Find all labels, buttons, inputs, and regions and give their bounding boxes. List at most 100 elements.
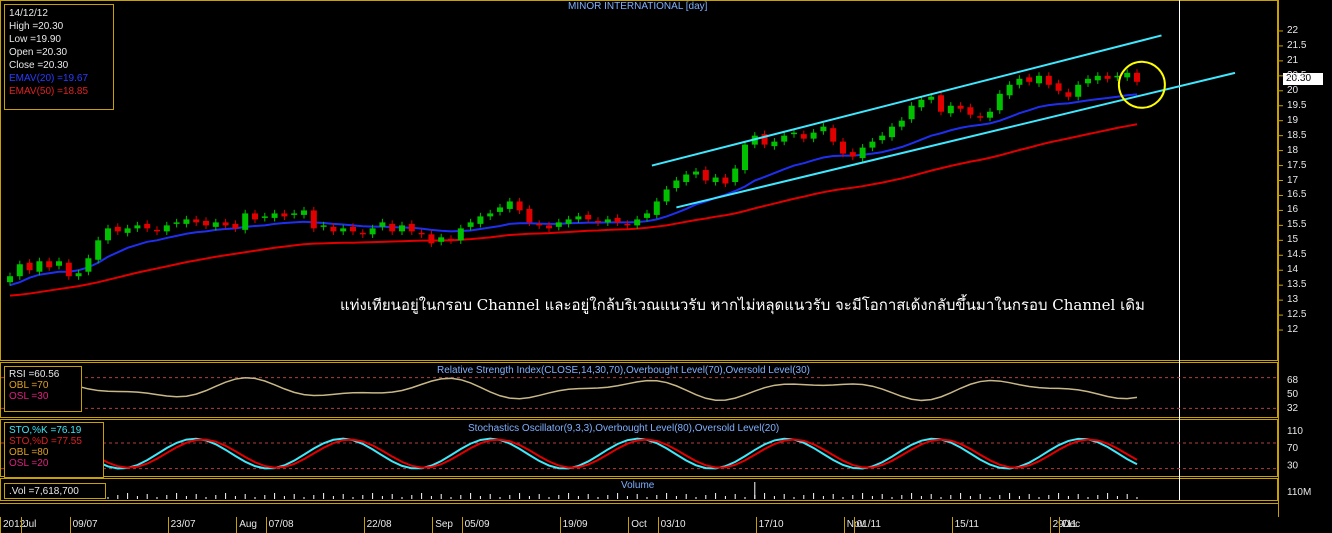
candle-body [604, 219, 611, 223]
candle-body [673, 180, 680, 188]
rsi-tick-label: 50 [1287, 389, 1299, 400]
rsi-obl: OBL =70 [9, 380, 49, 391]
candle-body [1065, 92, 1072, 97]
rsi-info-box: RSI =60.56 OBL =70 OSL =30 [4, 366, 82, 412]
candle-body [252, 213, 258, 220]
candle-body [1114, 75, 1121, 78]
info-date: 14/12/12 [9, 8, 48, 19]
candle-body [702, 170, 709, 181]
price-tick-label: 20.5 [1287, 69, 1307, 81]
candle-body [36, 261, 43, 272]
candle-body [467, 222, 474, 227]
price-axis [1278, 30, 1283, 331]
candle-body [203, 220, 209, 226]
candle-body [732, 168, 739, 183]
candle-body [830, 128, 837, 142]
candle-body [114, 226, 121, 232]
date-label: Oct [631, 519, 647, 530]
price-panel-frame [0, 0, 1278, 361]
candle-body [291, 213, 298, 215]
price-tick-label: 19.5 [1287, 99, 1307, 111]
candle-body [996, 93, 1003, 111]
candle-body [399, 225, 405, 232]
candle-body [1085, 78, 1091, 84]
price-tick-label: 21.5 [1287, 39, 1307, 51]
annotation-text: แท่งเทียนอยู่ในกรอบ Channel และอยู่ใกล้บ… [340, 296, 1145, 314]
candle-body [938, 95, 944, 112]
date-separator [628, 517, 630, 533]
candle-body [849, 152, 856, 157]
date-label: 23/07 [170, 519, 196, 530]
candle-body [95, 240, 102, 260]
candle-body [448, 238, 454, 241]
sto-tick-label: 70 [1287, 443, 1299, 454]
candle-body [1124, 72, 1131, 78]
volume-panel: 110M [9, 482, 1311, 499]
candle-body [26, 262, 33, 271]
date-label: 2012 [3, 519, 26, 530]
rsi-panel-frame [0, 362, 1278, 418]
date-separator [236, 517, 238, 533]
candle-body [212, 222, 219, 227]
volume-panel-frame [0, 478, 1278, 501]
channel-lower-line [676, 71, 1236, 209]
trend-channel [651, 34, 1236, 209]
candle-body [506, 201, 513, 209]
candle-body [222, 222, 229, 226]
candle-body [1045, 75, 1052, 85]
candle-body [879, 135, 886, 141]
price-tick-label: 21 [1287, 54, 1299, 66]
candle-body [1016, 78, 1023, 85]
sto-tick-label: 110 [1287, 426, 1303, 437]
candle-body [1055, 83, 1062, 91]
candle-body [742, 144, 748, 171]
candle-body [663, 189, 670, 202]
candle-body [408, 223, 415, 232]
date-separator [167, 517, 169, 533]
candle-body [7, 276, 13, 283]
stochastic-title: Stochastics Oscillator(9,3,3),Overbought… [468, 423, 780, 434]
date-separator [265, 517, 267, 533]
date-separator [755, 517, 757, 533]
price-tick-label: 17 [1287, 174, 1299, 186]
candle-body [271, 213, 278, 218]
candle-body [536, 223, 543, 226]
volume-value: .Vol =7,618,700 [9, 486, 79, 497]
rsi-value: RSI =60.56 [9, 369, 60, 380]
candle-body [918, 99, 925, 108]
candle-body [634, 219, 641, 226]
candle-body [457, 228, 464, 241]
sto-osl: OSL =20 [9, 458, 49, 469]
date-separator [853, 517, 855, 533]
candle-body [781, 135, 788, 142]
candle-body [928, 96, 935, 100]
candle-body [840, 141, 846, 154]
channel-upper-line [651, 34, 1162, 167]
ema20-line [9, 93, 1138, 287]
candle-body [330, 226, 337, 232]
candle-body [428, 234, 435, 244]
candle-body [242, 213, 249, 230]
price-tick-label: 14 [1287, 264, 1299, 276]
panel-frames [0, 0, 1279, 517]
chart-title: MINOR INTERNATIONAL [day] [568, 1, 708, 12]
date-label: Aug [239, 519, 257, 530]
date-label: 15/11 [954, 519, 979, 530]
price-tick-label: 16 [1287, 204, 1299, 216]
candle-body [771, 141, 778, 147]
ohlc-info-box: 14/12/12 High =20.30 Low =19.90 Open =20… [4, 4, 114, 110]
price-tick-label: 15.5 [1287, 219, 1307, 231]
price-tick-label: 13 [1287, 294, 1299, 306]
rsi-panel: 68 50 32 [1, 375, 1299, 414]
candle-body [957, 105, 964, 109]
candle-body [105, 228, 111, 241]
candle-body [310, 210, 317, 229]
price-tick-label: 13.5 [1287, 279, 1307, 291]
info-high: High =20.30 [9, 21, 64, 32]
candle-body [693, 171, 699, 175]
candle-body [16, 264, 23, 277]
candle-body [869, 141, 876, 148]
candle-body [516, 201, 523, 211]
candle-body [46, 261, 53, 268]
price-tick-label: 12.5 [1287, 309, 1307, 321]
